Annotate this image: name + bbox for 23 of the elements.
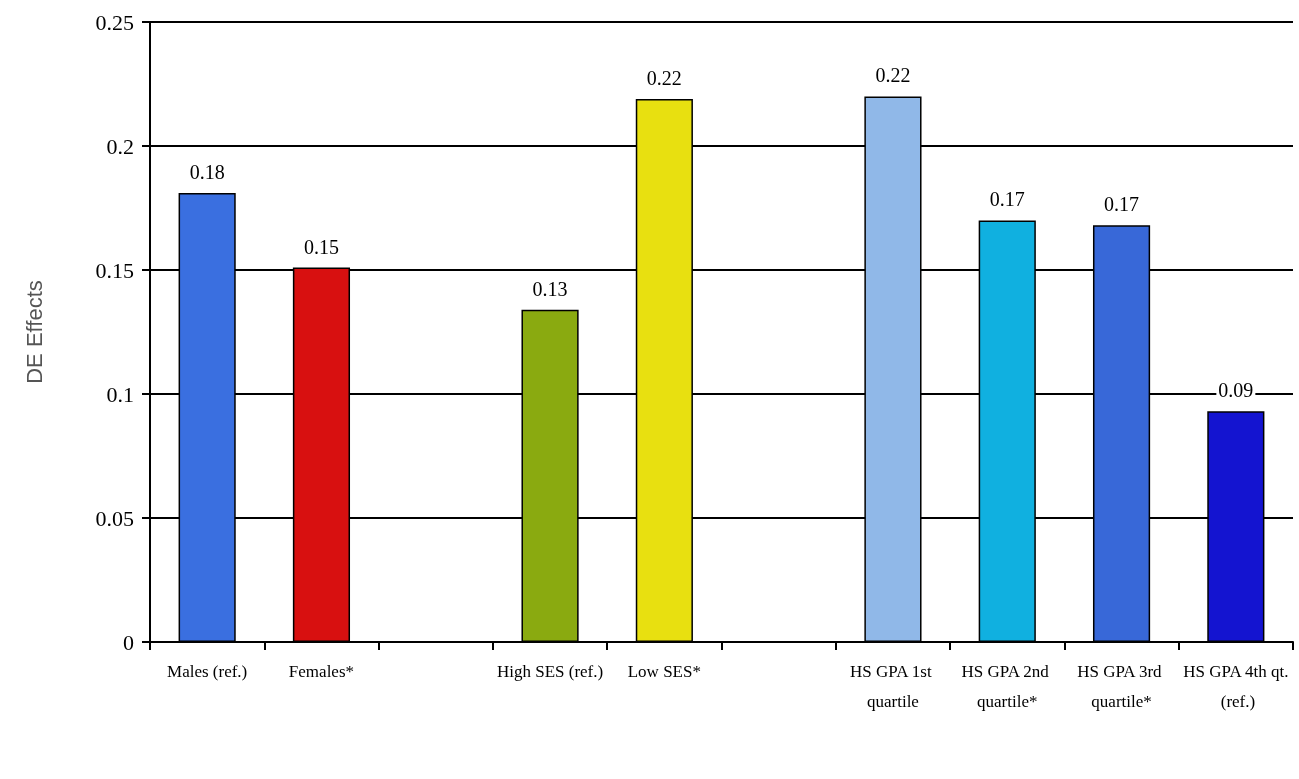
data-label: 0.18: [189, 161, 225, 184]
y-tick-label: 0.25: [95, 9, 134, 35]
data-label: 0.09: [1218, 379, 1254, 402]
x-tick-label: HS GPA 3rd quartile*: [1077, 661, 1166, 711]
x-tick-label: High SES (ref.): [496, 661, 604, 681]
y-tick-label: 0.1: [106, 381, 134, 407]
x-tick-label: Males (ref.): [167, 661, 248, 681]
data-label: 0.15: [303, 235, 339, 258]
data-label: 0.13: [532, 277, 568, 300]
x-tick-label: HS GPA 4th qt. (ref.): [1183, 661, 1289, 711]
x-tick-label: Females*: [288, 661, 355, 681]
x-tick-label: HS GPA 2nd quartile*: [961, 661, 1053, 711]
y-tick-label: 0.15: [95, 257, 134, 283]
x-tick-label: HS GPA 1st quartile: [850, 661, 936, 711]
y-tick-label: 0.05: [95, 505, 134, 531]
data-label: 0.17: [1104, 193, 1140, 216]
data-label: 0.22: [875, 64, 911, 87]
x-tick-label: Low SES*: [627, 661, 701, 681]
y-tick-label: 0.2: [106, 133, 134, 159]
y-axis-title: DE Effects: [21, 280, 47, 384]
y-tick-label: 0: [123, 629, 134, 655]
data-label: 0.17: [989, 188, 1025, 211]
data-label: 0.22: [646, 66, 682, 89]
